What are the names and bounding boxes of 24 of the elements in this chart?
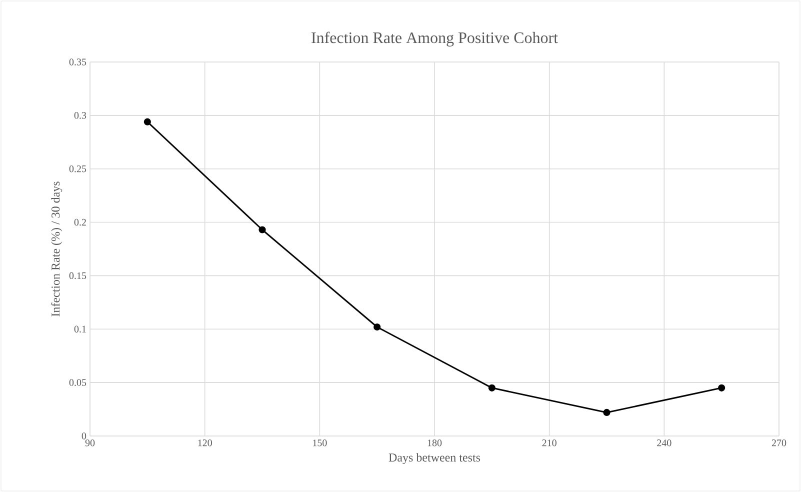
y-axis-title: Infection Rate (%) / 30 days [51,182,62,316]
x-tick-label: 90 [85,440,95,446]
x-axis-title: Days between tests [388,453,480,464]
y-tick-label: 0.05 [69,379,86,386]
x-tick-label: 210 [542,440,556,446]
point [488,384,496,392]
y-tick-label: 0.2 [74,218,86,226]
y-tick-label: 0.15 [69,272,86,280]
y-tick-label: 0 [82,432,86,440]
y-tick-label: 0.3 [74,112,86,119]
x-tick-label: 270 [772,440,786,446]
point [144,118,151,126]
x-tick-label: 240 [657,440,672,446]
y-tick-label: 0.25 [69,165,86,172]
y-tick-label: 0.35 [69,58,86,66]
x-tick-label: 150 [313,440,327,446]
x-tick-label: 180 [428,440,442,446]
point [374,323,381,331]
chart-title: Infection Rate Among Positive Cohort [312,32,558,46]
point [718,384,726,392]
y-tick-label: 0.1 [74,326,86,333]
point [603,408,610,416]
point [258,226,266,234]
x-tick-label: 120 [198,440,212,446]
